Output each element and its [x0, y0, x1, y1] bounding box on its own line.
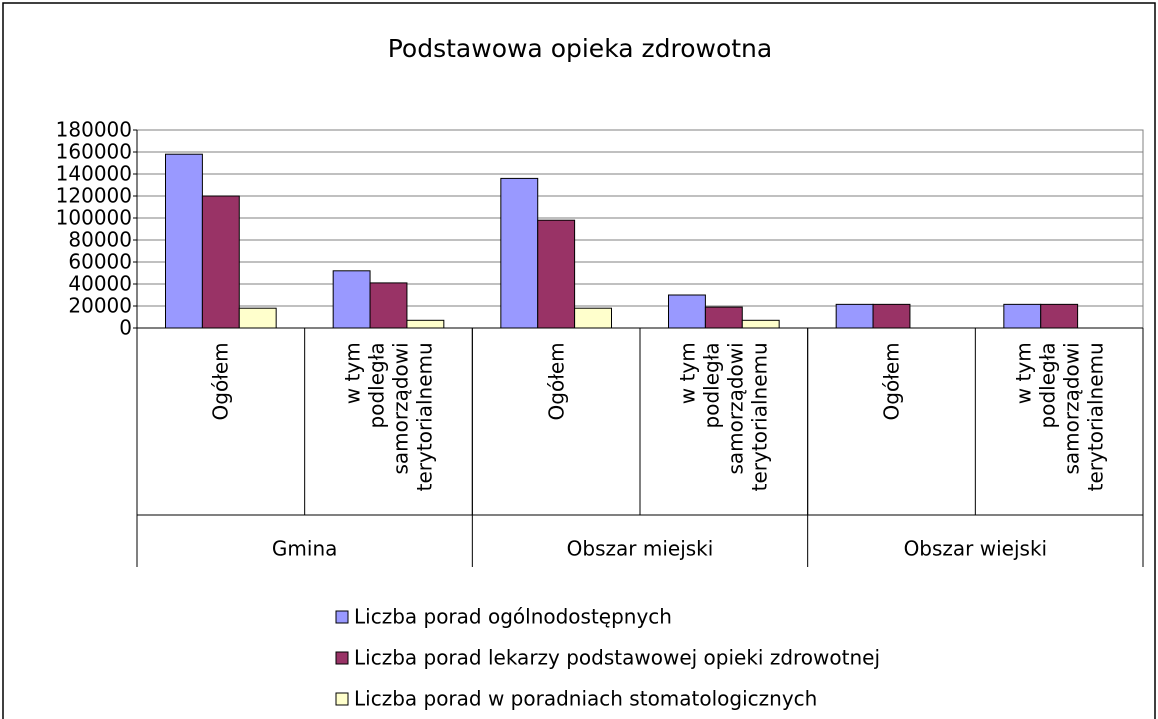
group-label: Obszar miejski	[567, 537, 714, 561]
group-label: Gmina	[272, 537, 337, 561]
y-tick-label: 40000	[68, 272, 132, 296]
bar	[668, 294, 706, 329]
y-tick-label: 80000	[68, 228, 132, 252]
bar	[369, 282, 408, 329]
bar	[835, 303, 874, 329]
bar	[574, 307, 612, 329]
y-tick-label: 140000	[56, 162, 132, 186]
bar	[238, 307, 277, 329]
x-tick-label: Ogółem	[544, 341, 569, 421]
bar	[165, 153, 203, 329]
bar	[537, 219, 576, 329]
bar	[406, 319, 445, 329]
x-tick-label: w tym podległa samorządowi terytorialnem…	[675, 341, 772, 491]
y-tick-label: 120000	[56, 184, 132, 208]
legend-label: Liczba porad w poradniach stomatologiczn…	[354, 687, 817, 711]
x-tick-label: Ogółem	[879, 341, 904, 421]
y-tick-label: 160000	[56, 140, 132, 164]
bar	[332, 270, 371, 329]
bar	[704, 306, 743, 329]
y-tick-label: 60000	[68, 250, 132, 274]
legend-swatch	[335, 651, 349, 665]
plot-area	[136, 129, 1144, 329]
chart-title: Podstawowa opieka zdrowotna	[388, 34, 772, 63]
x-tick-label: w tym podległa samorządowi terytorialnem…	[1011, 341, 1108, 491]
y-tick-label: 100000	[56, 206, 132, 230]
y-tick-label: 180000	[56, 118, 132, 142]
bar	[741, 319, 780, 329]
y-tick-label: 20000	[68, 294, 132, 318]
group-label: Obszar wiejski	[904, 537, 1048, 561]
x-tick-label: Ogółem	[208, 341, 233, 421]
bar	[1003, 303, 1042, 329]
legend-swatch	[335, 610, 349, 624]
bar	[1040, 303, 1079, 329]
bar	[500, 177, 539, 329]
x-tick-label: w tym podległa samorządowi terytorialnem…	[340, 341, 437, 491]
bar	[201, 195, 240, 329]
bar	[872, 303, 911, 329]
y-tick-label: 0	[119, 316, 132, 340]
legend-swatch	[335, 692, 349, 706]
legend-label: Liczba porad ogólnodostępnych	[354, 605, 672, 629]
legend-label: Liczba porad lekarzy podstawowej opieki …	[354, 646, 880, 670]
